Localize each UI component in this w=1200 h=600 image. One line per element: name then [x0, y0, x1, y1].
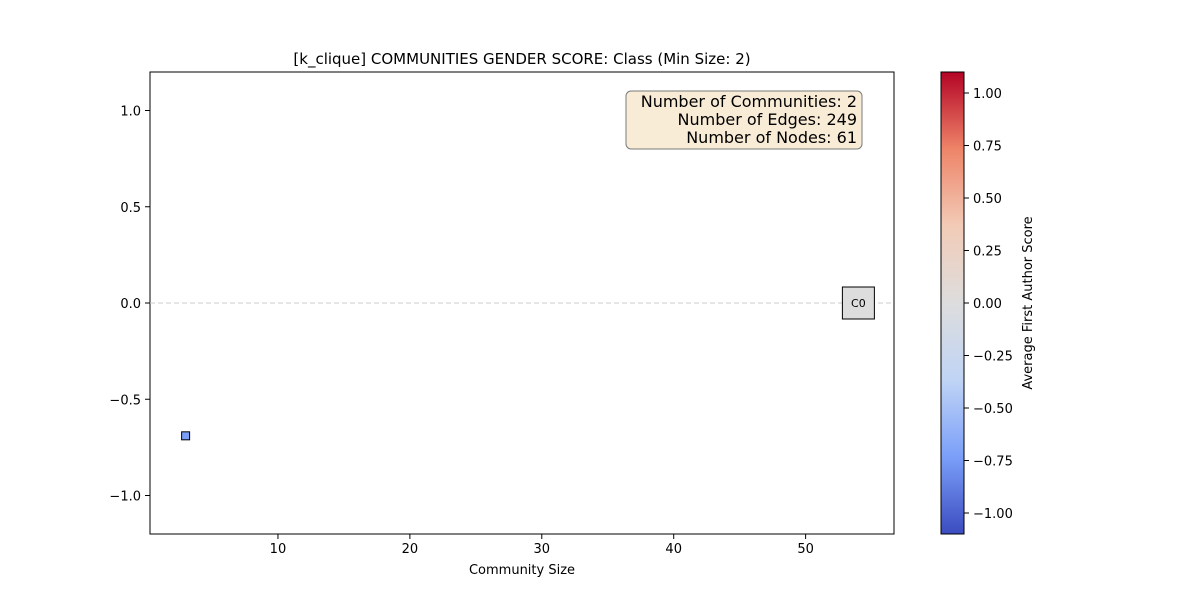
community-point: [181, 431, 191, 441]
community-marker: [841, 286, 875, 320]
colorbar-tick-label: −0.75: [973, 455, 1013, 470]
x-tick-label: 20: [402, 542, 419, 557]
info-nodes: Number of Nodes: 61: [686, 128, 857, 147]
community-marker-label: C0: [851, 297, 866, 310]
y-tick-label: −0.5: [109, 393, 141, 408]
colorbar-ticks: 1.00 0.75 0.50 0.25 0.00 −0.25 −0.50 −0.75 −1.00: [964, 87, 1013, 522]
x-tick-label: 40: [665, 542, 682, 557]
x-tick-label: 10: [270, 542, 287, 557]
colorbar-tick-label: −1.00: [973, 507, 1013, 522]
x-tick-label: 30: [534, 542, 551, 557]
y-tick-label: 1.0: [120, 105, 141, 120]
colorbar: 1.00 0.75 0.50 0.25 0.00 −0.25 −0.50 −0.75 −1.00…: [940, 71, 1036, 535]
info-box: Number of Communities: 2 Number of Edges…: [625, 90, 863, 150]
y-tick-label: −1.0: [109, 490, 141, 505]
y-axis-ticks: −1.0 −0.5 0.0 0.5 1.0: [109, 105, 150, 505]
data-points: C0: [181, 286, 875, 441]
chart-title: [k_clique] COMMUNITIES GENDER SCORE: Cla…: [293, 50, 750, 69]
colorbar-tick-label: −0.25: [973, 350, 1013, 365]
colorbar-tick-label: −0.50: [973, 402, 1013, 417]
info-box-background: [625, 90, 863, 150]
colorbar-tick-label: 0.75: [973, 140, 1002, 155]
x-axis-ticks: 10 20 30 40 50: [270, 534, 814, 557]
info-communities: Number of Communities: 2: [641, 92, 857, 111]
colorbar-tick-label: 0.50: [973, 192, 1002, 207]
colorbar-gradient: [940, 71, 965, 535]
colorbar-tick-label: 1.00: [973, 87, 1002, 102]
y-tick-label: 0.0: [120, 297, 141, 312]
info-edges: Number of Edges: 249: [678, 110, 857, 129]
colorbar-label: Average First Author Score: [1021, 216, 1036, 389]
colorbar-tick-label: 0.00: [973, 297, 1002, 312]
x-axis-label: Community Size: [469, 563, 575, 578]
x-tick-label: 50: [797, 542, 814, 557]
y-tick-label: 0.5: [120, 201, 141, 216]
colorbar-tick-label: 0.25: [973, 245, 1002, 260]
